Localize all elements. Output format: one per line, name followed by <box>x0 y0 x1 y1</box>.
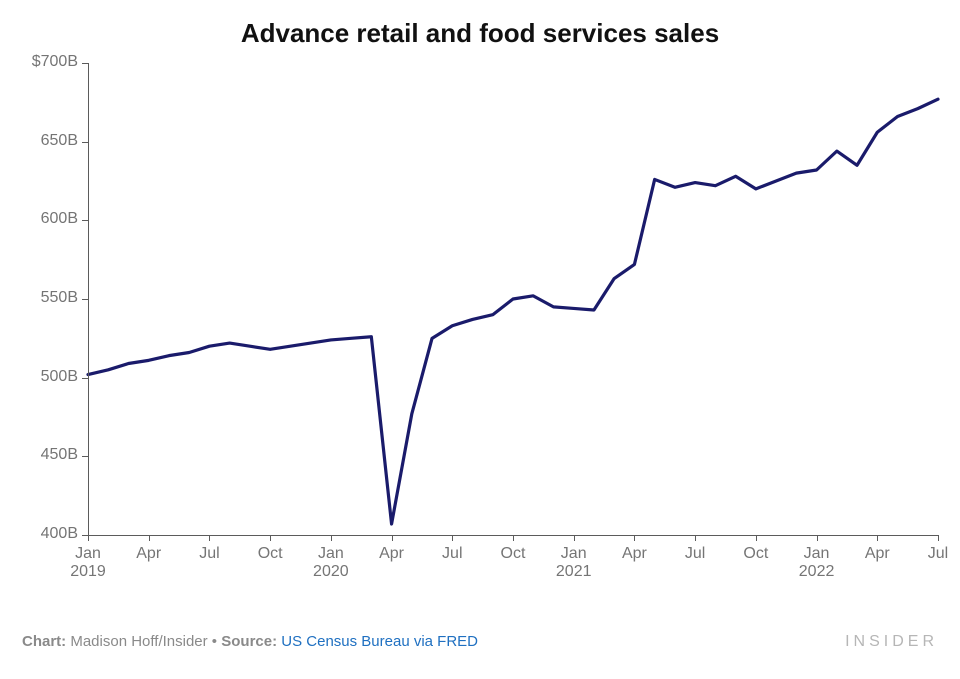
y-tick-label: 450B <box>41 446 78 464</box>
y-tick <box>82 142 88 143</box>
chart-author: Madison Hoff/Insider <box>66 633 207 650</box>
y-tick-label: 500B <box>41 368 78 386</box>
y-tick-label: 650B <box>41 132 78 150</box>
x-tick-label: Jul <box>179 545 239 563</box>
y-tick <box>82 299 88 300</box>
y-tick <box>82 63 88 64</box>
x-tick-label: Jul <box>908 545 960 563</box>
x-tick <box>209 535 210 541</box>
x-tick <box>938 535 939 541</box>
y-tick <box>82 456 88 457</box>
chart-footer: Chart: Madison Hoff/Insider • Source: US… <box>22 633 938 651</box>
x-tick <box>574 535 575 541</box>
x-tick <box>756 535 757 541</box>
x-tick <box>392 535 393 541</box>
x-tick-label: Apr <box>847 545 907 563</box>
y-tick-label: 400B <box>41 525 78 543</box>
y-tick-label: 600B <box>41 210 78 228</box>
x-tick-label: Oct <box>240 545 300 563</box>
x-tick <box>452 535 453 541</box>
x-tick-label: Jul <box>665 545 725 563</box>
y-axis <box>88 63 89 535</box>
x-tick <box>331 535 332 541</box>
y-tick-label: $700B <box>32 53 78 71</box>
x-tick <box>817 535 818 541</box>
x-tick-label: Apr <box>119 545 179 563</box>
x-tick-label: Oct <box>483 545 543 563</box>
chart-title: Advance retail and food services sales <box>22 18 938 49</box>
source-link: US Census Bureau via FRED <box>277 633 478 650</box>
x-tick-label: Oct <box>726 545 786 563</box>
chart-container: Advance retail and food services sales 4… <box>0 0 960 679</box>
x-tick <box>513 535 514 541</box>
chart-area: 400B450B500B550B600B650B$700BJan2019AprJ… <box>22 49 938 609</box>
x-tick-label: Jul <box>422 545 482 563</box>
source-label-key: Source: <box>221 633 277 650</box>
x-tick-label: Jan2022 <box>787 545 847 581</box>
x-tick-label: Apr <box>604 545 664 563</box>
chart-label-key: Chart: <box>22 633 66 650</box>
separator: • <box>208 633 222 650</box>
x-tick <box>270 535 271 541</box>
x-tick-label: Jan2020 <box>301 545 361 581</box>
x-tick <box>877 535 878 541</box>
brand-mark: INSIDER <box>845 633 938 651</box>
attribution: Chart: Madison Hoff/Insider • Source: US… <box>22 633 478 650</box>
series-path <box>88 99 938 524</box>
x-tick-label: Jan2019 <box>58 545 118 581</box>
x-tick-label: Apr <box>362 545 422 563</box>
y-tick <box>82 378 88 379</box>
line-series <box>88 63 938 535</box>
x-tick <box>695 535 696 541</box>
plot-region <box>88 63 938 535</box>
x-tick <box>634 535 635 541</box>
x-tick <box>149 535 150 541</box>
x-tick-label: Jan2021 <box>544 545 604 581</box>
x-tick <box>88 535 89 541</box>
y-tick <box>82 220 88 221</box>
y-tick-label: 550B <box>41 289 78 307</box>
